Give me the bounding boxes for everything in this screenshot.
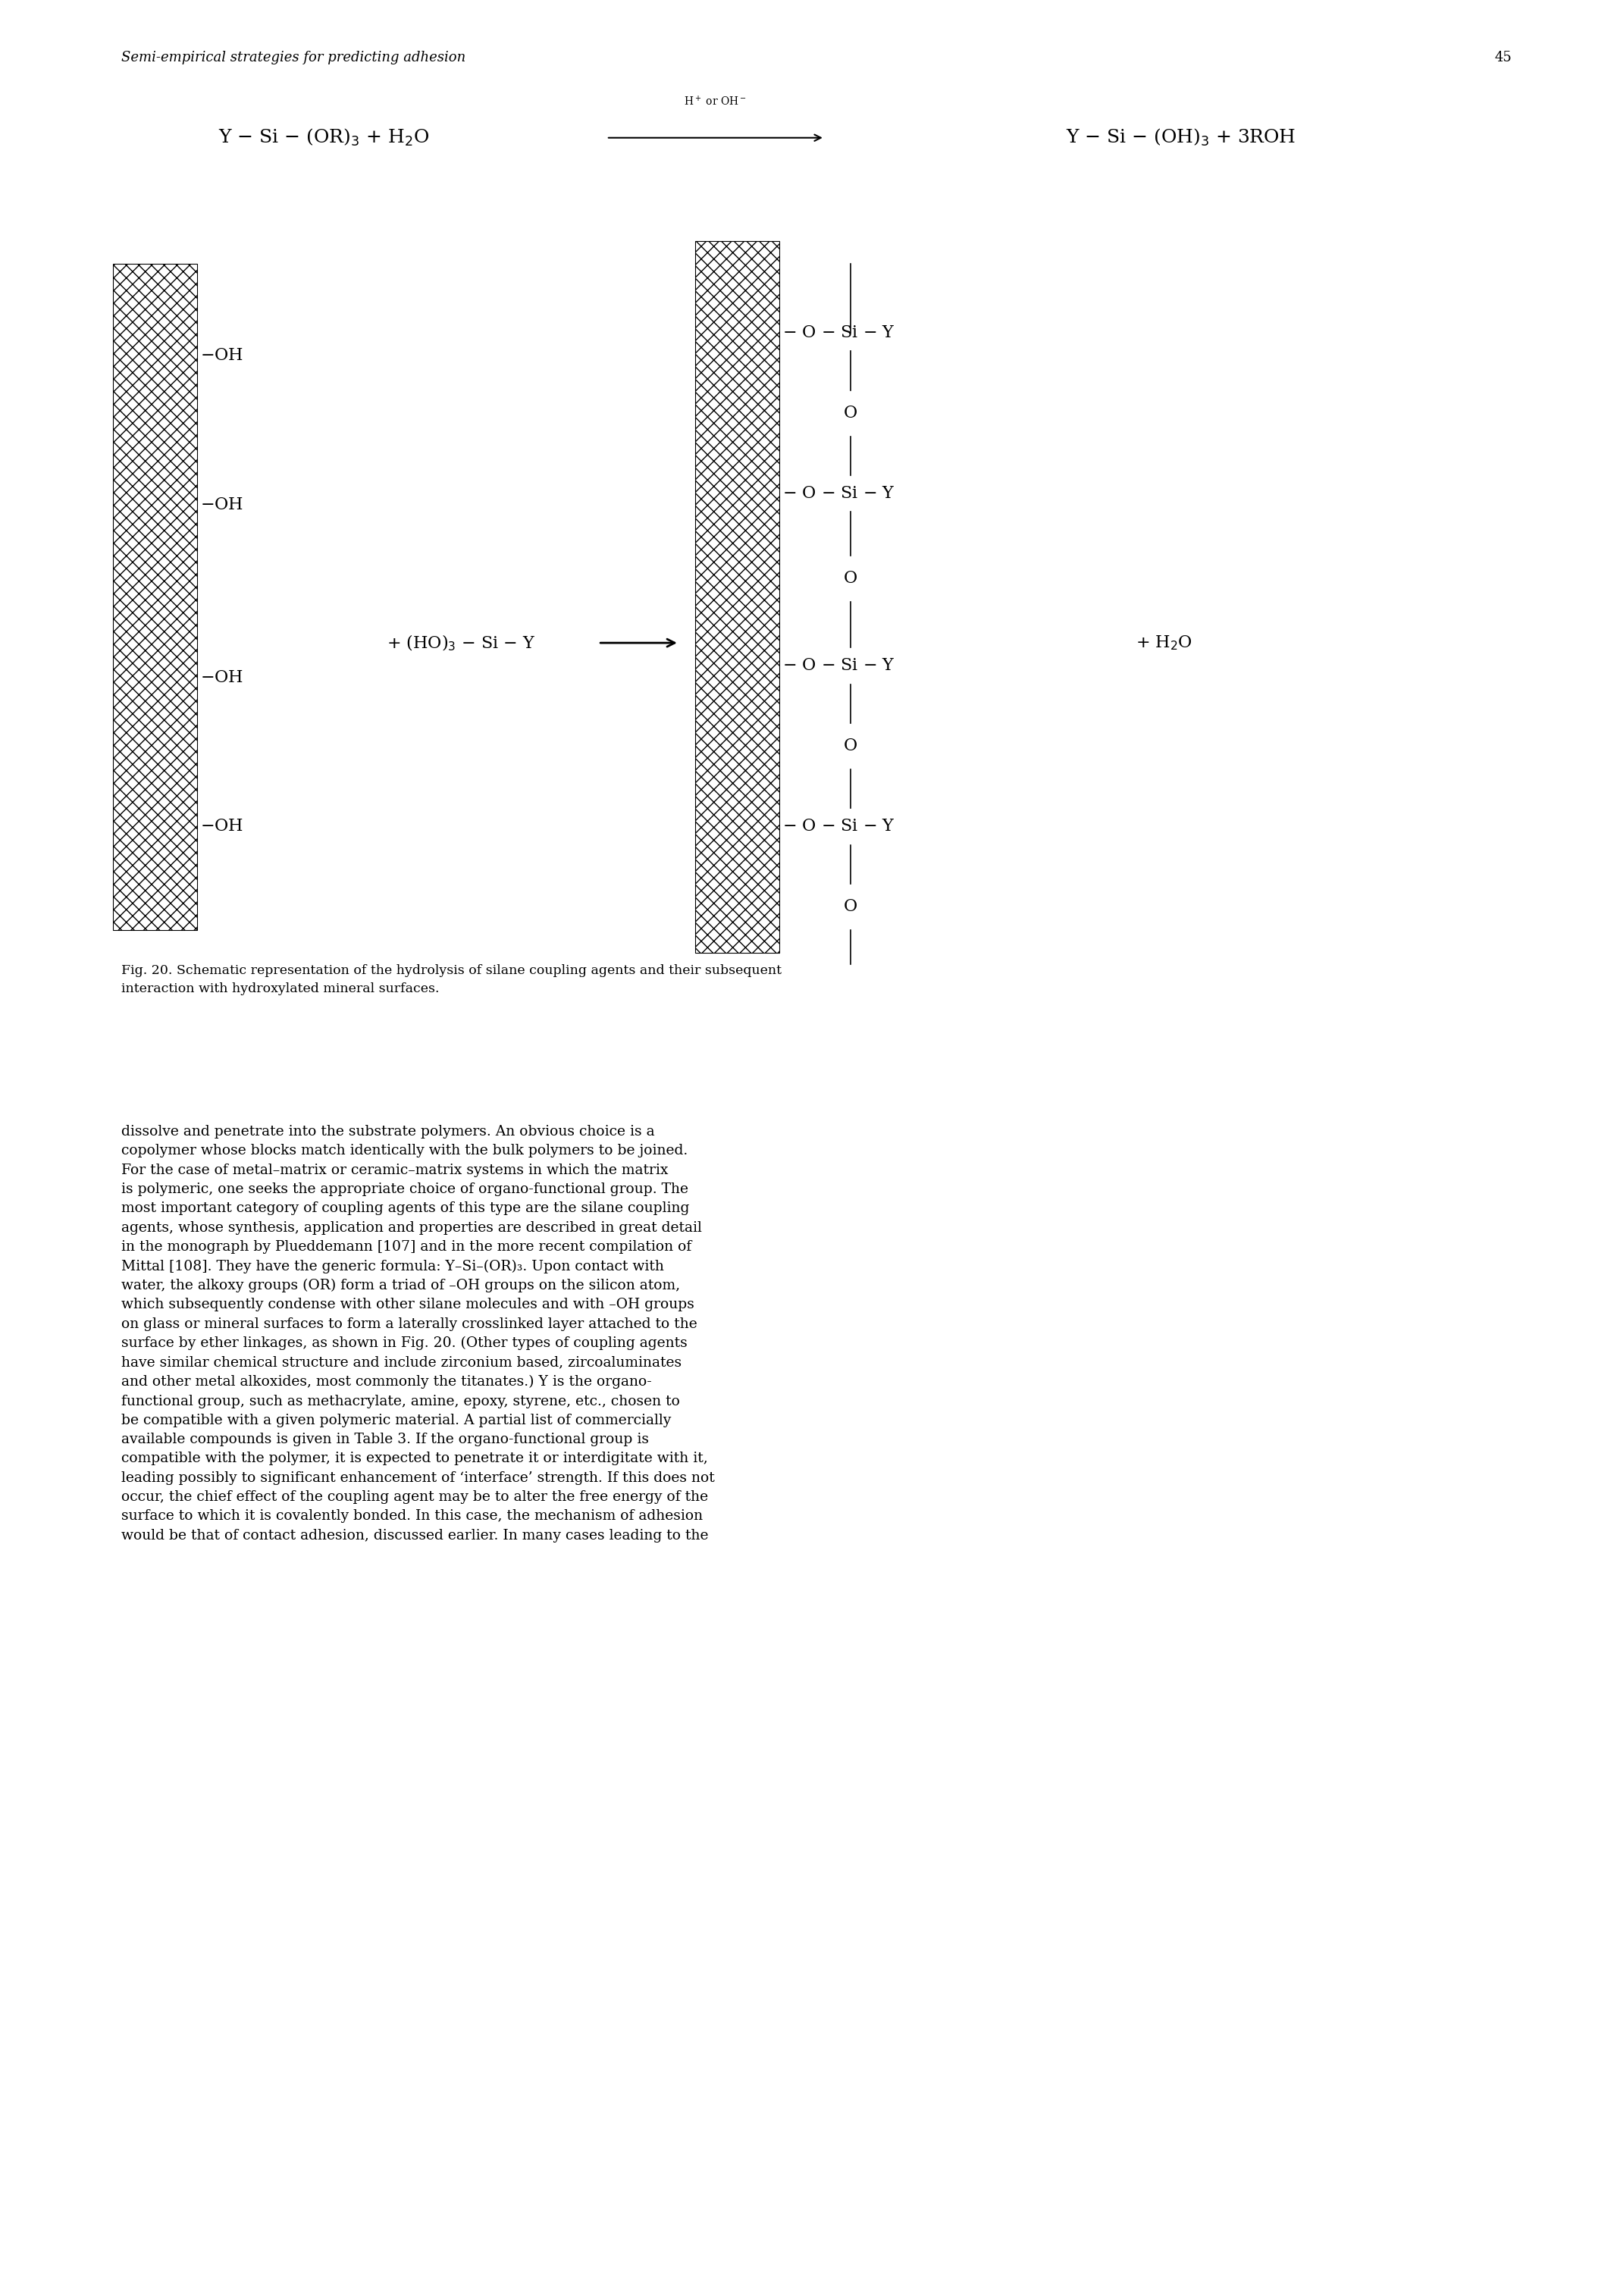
Text: $+$ (HO)$_3$ $-$ Si $-$ Y: $+$ (HO)$_3$ $-$ Si $-$ Y [386, 634, 535, 652]
Text: Fig. 20. Schematic representation of the hydrolysis of silane coupling agents an: Fig. 20. Schematic representation of the… [121, 964, 781, 994]
Bar [113, 264, 197, 930]
Text: $-$OH: $-$OH [201, 668, 244, 687]
Bar [695, 241, 779, 953]
Text: $-$OH: $-$OH [201, 817, 244, 836]
Text: $-$OH: $-$OH [201, 496, 244, 514]
Text: $-$ O $-$ Si $-$ Y: $-$ O $-$ Si $-$ Y [783, 657, 896, 675]
Text: $-$ O $-$ Si $-$ Y: $-$ O $-$ Si $-$ Y [783, 817, 896, 836]
Text: $+$ H$_2$O: $+$ H$_2$O [1135, 634, 1193, 652]
Text: Y $-$ Si $-$ (OR)$_3$ + H$_2$O: Y $-$ Si $-$ (OR)$_3$ + H$_2$O [218, 129, 429, 147]
Text: dissolve and penetrate into the substrate polymers. An obvious choice is a
copol: dissolve and penetrate into the substrat… [121, 1125, 715, 1543]
Text: O: O [844, 404, 857, 422]
Text: O: O [844, 898, 857, 916]
Text: Semi-empirical strategies for predicting adhesion: Semi-empirical strategies for predicting… [121, 51, 466, 64]
Text: Y $-$ Si $-$ (OH)$_3$ + 3ROH: Y $-$ Si $-$ (OH)$_3$ + 3ROH [1066, 129, 1295, 147]
Text: O: O [844, 737, 857, 755]
Text: 45: 45 [1494, 51, 1512, 64]
Text: $-$OH: $-$OH [201, 347, 244, 365]
Text: H$^+$ or OH$^-$: H$^+$ or OH$^-$ [684, 94, 747, 108]
Text: $-$ O $-$ Si $-$ Y: $-$ O $-$ Si $-$ Y [783, 324, 896, 342]
Text: $-$ O $-$ Si $-$ Y: $-$ O $-$ Si $-$ Y [783, 484, 896, 503]
Text: O: O [844, 569, 857, 588]
